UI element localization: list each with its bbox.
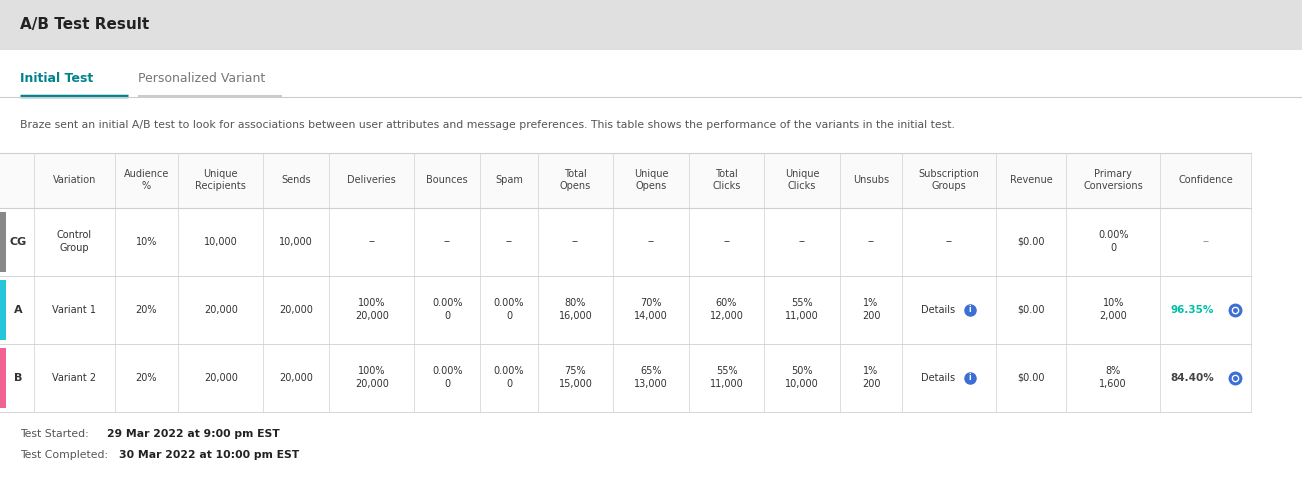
Text: Total
Clicks: Total Clicks [712, 169, 741, 191]
Text: 20%: 20% [135, 373, 158, 382]
Text: 29 Mar 2022 at 9:00 pm EST: 29 Mar 2022 at 9:00 pm EST [107, 428, 280, 439]
Text: --: -- [572, 237, 579, 246]
Text: Unique
Recipients: Unique Recipients [195, 169, 246, 191]
Text: B: B [14, 373, 22, 382]
Text: Unique
Opens: Unique Opens [634, 169, 668, 191]
Text: 20,000: 20,000 [203, 373, 238, 382]
Text: 100%
20,000: 100% 20,000 [354, 298, 389, 321]
Bar [0, 0, 1302, 50]
Text: 70%
14,000: 70% 14,000 [634, 298, 668, 321]
Text: 10,000: 10,000 [280, 237, 312, 246]
Text: Confidence: Confidence [1178, 175, 1233, 185]
Text: 84.40%: 84.40% [1170, 373, 1213, 382]
Text: 0.00%
0: 0.00% 0 [493, 366, 525, 389]
Text: --: -- [505, 237, 513, 246]
Text: $0.00: $0.00 [1017, 237, 1046, 246]
Text: Sends: Sends [281, 175, 311, 185]
Text: 10%: 10% [135, 237, 158, 246]
Text: 20,000: 20,000 [279, 304, 314, 315]
Bar [0, 208, 1251, 275]
Text: Revenue: Revenue [1010, 175, 1052, 185]
Text: Spam: Spam [495, 175, 523, 185]
Text: i: i [969, 373, 971, 382]
Text: 1%
200: 1% 200 [862, 298, 880, 321]
Text: Subscription
Groups: Subscription Groups [919, 169, 979, 191]
Text: Personalized Variant: Personalized Variant [138, 72, 266, 85]
Text: CG: CG [9, 237, 26, 246]
Text: Deliveries: Deliveries [348, 175, 396, 185]
Text: Details: Details [921, 304, 954, 315]
Text: Test Started:: Test Started: [20, 428, 92, 439]
Text: --: -- [647, 237, 655, 246]
Text: --: -- [798, 237, 806, 246]
Text: --: -- [1202, 237, 1210, 246]
Text: Initial Test: Initial Test [20, 72, 94, 85]
Text: Total
Opens: Total Opens [560, 169, 591, 191]
Text: 0.00%
0: 0.00% 0 [432, 366, 462, 389]
Bar [0, 50, 1302, 484]
Text: i: i [969, 305, 971, 314]
Text: 30 Mar 2022 at 10:00 pm EST: 30 Mar 2022 at 10:00 pm EST [120, 451, 299, 460]
Text: 100%
20,000: 100% 20,000 [354, 366, 389, 389]
Text: A/B Test Result: A/B Test Result [20, 17, 150, 32]
Text: 10%
2,000: 10% 2,000 [1099, 298, 1128, 321]
Bar [0, 212, 5, 272]
Text: 80%
16,000: 80% 16,000 [559, 298, 592, 321]
Text: 1%
200: 1% 200 [862, 366, 880, 389]
Text: --: -- [867, 237, 875, 246]
Text: 8%
1,600: 8% 1,600 [1099, 366, 1128, 389]
Bar [0, 275, 1251, 344]
Text: Audience
%: Audience % [124, 169, 169, 191]
Text: Unsubs: Unsubs [853, 175, 889, 185]
Text: 20%: 20% [135, 304, 158, 315]
Text: 0.00%
0: 0.00% 0 [493, 298, 525, 321]
Text: $0.00: $0.00 [1017, 304, 1046, 315]
Text: Variation: Variation [52, 175, 96, 185]
Text: 10,000: 10,000 [204, 237, 237, 246]
Text: Variant 1: Variant 1 [52, 304, 96, 315]
Text: 55%
11,000: 55% 11,000 [785, 298, 819, 321]
Text: Control
Group: Control Group [57, 230, 91, 253]
Text: 0.00%
0: 0.00% 0 [432, 298, 462, 321]
Text: 65%
13,000: 65% 13,000 [634, 366, 668, 389]
Text: 60%
12,000: 60% 12,000 [710, 298, 743, 321]
Text: 20,000: 20,000 [279, 373, 314, 382]
Text: 50%
10,000: 50% 10,000 [785, 366, 819, 389]
Text: Variant 2: Variant 2 [52, 373, 96, 382]
Text: --: -- [945, 237, 953, 246]
Bar [0, 344, 1251, 411]
Text: 20,000: 20,000 [203, 304, 238, 315]
Text: Primary
Conversions: Primary Conversions [1083, 169, 1143, 191]
Bar [0, 279, 5, 339]
Text: --: -- [444, 237, 450, 246]
Text: Details: Details [921, 373, 954, 382]
Text: --: -- [723, 237, 730, 246]
Text: $0.00: $0.00 [1017, 373, 1046, 382]
Bar [0, 152, 1251, 208]
Text: Braze sent an initial A/B test to look for associations between user attributes : Braze sent an initial A/B test to look f… [20, 120, 954, 130]
Bar [0, 348, 5, 408]
Text: 96.35%: 96.35% [1170, 304, 1213, 315]
Text: Bounces: Bounces [427, 175, 467, 185]
Text: --: -- [368, 237, 375, 246]
Text: Test Completed:: Test Completed: [20, 451, 112, 460]
Text: 0.00%
0: 0.00% 0 [1098, 230, 1129, 253]
Text: 55%
11,000: 55% 11,000 [710, 366, 743, 389]
Text: 75%
15,000: 75% 15,000 [559, 366, 592, 389]
Text: A: A [13, 304, 22, 315]
Text: Unique
Clicks: Unique Clicks [785, 169, 819, 191]
